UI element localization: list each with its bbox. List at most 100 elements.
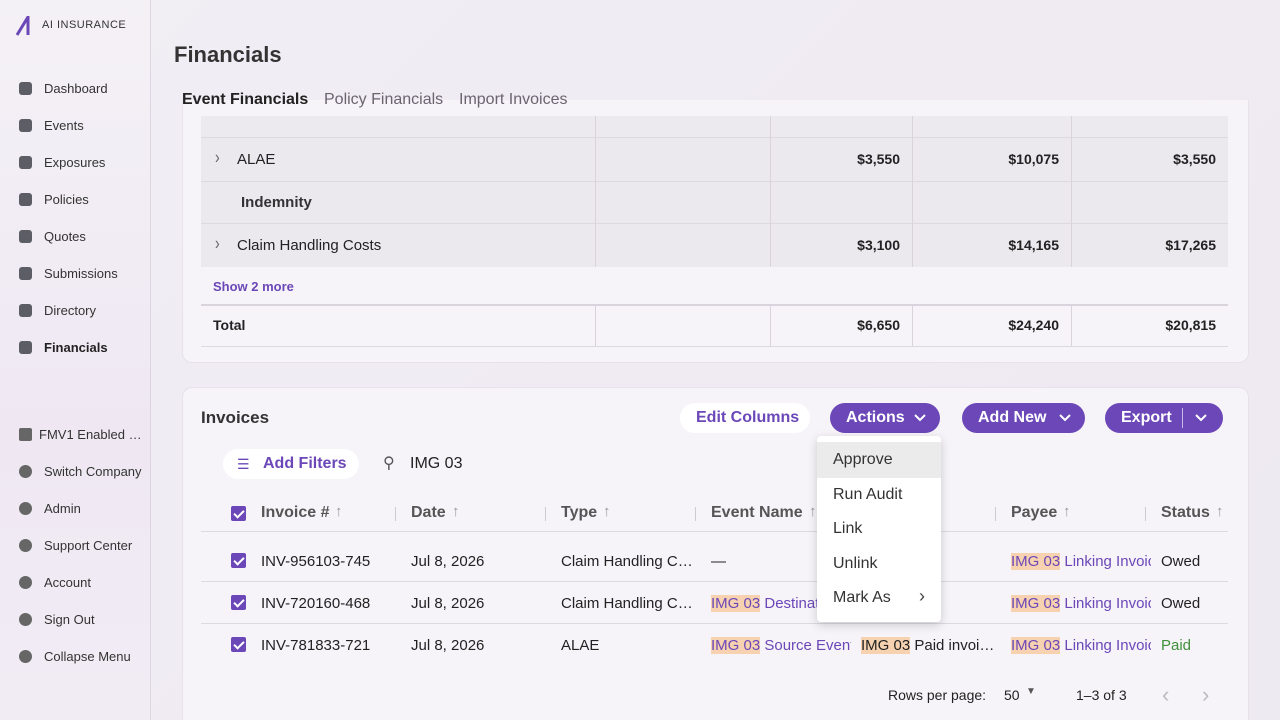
nav-item[interactable]: Support Center	[44, 538, 133, 553]
menu-highlight	[817, 442, 941, 478]
highlight: IMG 03	[1011, 553, 1061, 570]
col-divider	[770, 116, 771, 267]
row-checkbox[interactable]	[231, 595, 246, 610]
date: Jul 8, 2026	[411, 553, 485, 570]
page-size[interactable]: 50	[1004, 687, 1020, 703]
header-divider	[695, 507, 696, 521]
nav-icon	[19, 341, 32, 354]
nav-item[interactable]: Collapse Menu	[44, 649, 131, 664]
nav-item[interactable]: Sign Out	[44, 612, 95, 627]
total-label: Total	[213, 317, 246, 333]
show-more[interactable]: Show 2 more	[213, 279, 294, 294]
sort-icon: ↑	[603, 503, 611, 520]
nav-item[interactable]: Admin	[44, 501, 81, 516]
invoice-number: INV-720160-468	[261, 595, 371, 612]
header-divider	[395, 507, 396, 521]
row-checkbox[interactable]	[231, 553, 246, 568]
col-divider	[595, 305, 596, 346]
nav-item[interactable]: Dashboard	[44, 81, 108, 96]
column-header[interactable]: Status	[1161, 504, 1210, 521]
event-text: Source Event	[760, 637, 851, 654]
payee-text: Linking Invoic	[1060, 637, 1151, 654]
col-divider	[1071, 116, 1072, 267]
nav-item[interactable]: Switch Company	[44, 464, 142, 479]
sort-icon: ↑	[335, 503, 343, 520]
highlight: IMG 03	[711, 637, 761, 654]
chevron	[914, 414, 926, 422]
menu-item[interactable]: Link	[833, 520, 863, 537]
nav-item[interactable]: Directory	[44, 303, 97, 318]
sidebar: AI INSURANCE Dashboard Events Exposures Pol…	[0, 0, 151, 720]
event[interactable]: IMG 03 Destinati	[711, 595, 851, 612]
payee[interactable]: IMG 03 Linking Invoic	[1011, 553, 1151, 570]
page-range: 1–3 of 3	[1076, 687, 1127, 703]
nav-item[interactable]: Policies	[44, 192, 89, 207]
col-divider	[912, 305, 913, 346]
expand-icon: ›	[215, 146, 220, 168]
menu-item[interactable]: Unlink	[833, 554, 878, 572]
description: IMG 03 Paid invoi…	[861, 637, 1001, 654]
highlight: IMG 03	[1011, 637, 1061, 654]
menu-item[interactable]: Mark As	[833, 589, 891, 606]
submenu-arrow: ›	[919, 586, 925, 606]
chevron	[1059, 414, 1071, 422]
invoice-number: INV-956103-745	[261, 553, 371, 570]
select-all[interactable]	[231, 506, 246, 521]
highlight: IMG 03	[861, 637, 911, 654]
column-header[interactable]: Date	[411, 504, 446, 521]
payee[interactable]: IMG 03 Linking Invoic	[1011, 595, 1151, 612]
nav-item[interactable]: Financials	[44, 340, 108, 355]
sort-icon: ↑	[452, 503, 460, 520]
column-header[interactable]: Type	[561, 504, 598, 521]
page-size-caret: ▼	[1026, 686, 1036, 697]
tab[interactable]: Import Invoices	[459, 91, 568, 108]
nav-icon	[19, 539, 32, 552]
table-row	[201, 137, 1228, 181]
search-input[interactable]: IMG 03	[410, 455, 463, 472]
menu-item[interactable]: Approve	[833, 451, 893, 468]
amount: $17,265	[1165, 237, 1216, 253]
event[interactable]: IMG 03 Source Event	[711, 637, 851, 654]
table-divider	[201, 304, 1228, 306]
nav-item[interactable]: Account	[44, 575, 91, 590]
amount: $3,550	[1173, 151, 1216, 167]
export-button[interactable]: Export	[1105, 403, 1223, 433]
nav-item[interactable]: Quotes	[44, 229, 86, 244]
nav-item[interactable]: Events	[44, 118, 84, 133]
nav-item[interactable]: Exposures	[44, 155, 106, 170]
next-page[interactable]: ›	[1202, 682, 1210, 707]
menu-item[interactable]: Run Audit	[833, 485, 903, 503]
invoices-card	[182, 387, 1249, 720]
page-title: Financials	[174, 42, 282, 67]
edit-columns-button[interactable]	[680, 403, 810, 433]
edit-columns-label: Edit Columns	[696, 409, 800, 426]
table-divider	[201, 346, 1228, 347]
total-amount: $20,815	[1165, 317, 1216, 333]
column-header[interactable]: Event Name	[711, 504, 803, 521]
type: Claim Handling C…	[561, 595, 693, 612]
nav-icon	[19, 230, 32, 243]
row-label: Claim Handling Costs	[237, 237, 382, 254]
payee-text: Linking Invoic	[1060, 553, 1151, 570]
sort-icon: ↑	[809, 503, 817, 520]
column-header[interactable]: Invoice #	[261, 504, 330, 521]
nav-item[interactable]: Submissions	[44, 266, 118, 281]
add-button[interactable]: Add New	[962, 403, 1085, 433]
export-label: Export	[1121, 409, 1172, 426]
description-text: Paid invoi…	[910, 637, 995, 654]
actions-button[interactable]: Actions	[830, 403, 940, 433]
column-header[interactable]: Payee	[1011, 504, 1058, 521]
nav-item[interactable]: FMV1 Enabled …	[39, 427, 142, 442]
nav-icon	[19, 82, 32, 95]
row-checkbox[interactable]	[231, 637, 246, 652]
payee[interactable]: IMG 03 Linking Invoic	[1011, 637, 1151, 654]
add-filters-button[interactable]	[223, 449, 359, 479]
tab[interactable]: Event Financials	[182, 91, 309, 108]
tab[interactable]: Policy Financials	[324, 91, 444, 108]
header-divider	[995, 507, 996, 521]
expand-icon: ›	[215, 232, 220, 254]
row-border	[201, 581, 1228, 582]
col-divider	[912, 116, 913, 267]
prev-page[interactable]: ‹	[1162, 682, 1170, 707]
amount: $14,165	[1008, 237, 1059, 253]
